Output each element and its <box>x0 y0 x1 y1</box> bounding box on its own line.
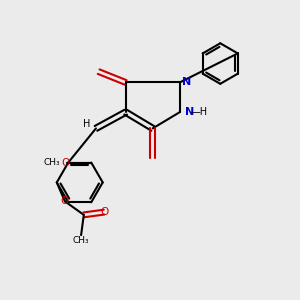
Text: O: O <box>100 207 108 217</box>
Text: CH₃: CH₃ <box>44 158 60 167</box>
Text: N: N <box>182 77 191 87</box>
Text: CH₃: CH₃ <box>73 236 89 245</box>
Text: N: N <box>184 107 194 117</box>
Text: O: O <box>61 196 69 206</box>
Text: H: H <box>83 119 90 129</box>
Text: —H: —H <box>190 107 208 117</box>
Text: O: O <box>61 158 70 167</box>
